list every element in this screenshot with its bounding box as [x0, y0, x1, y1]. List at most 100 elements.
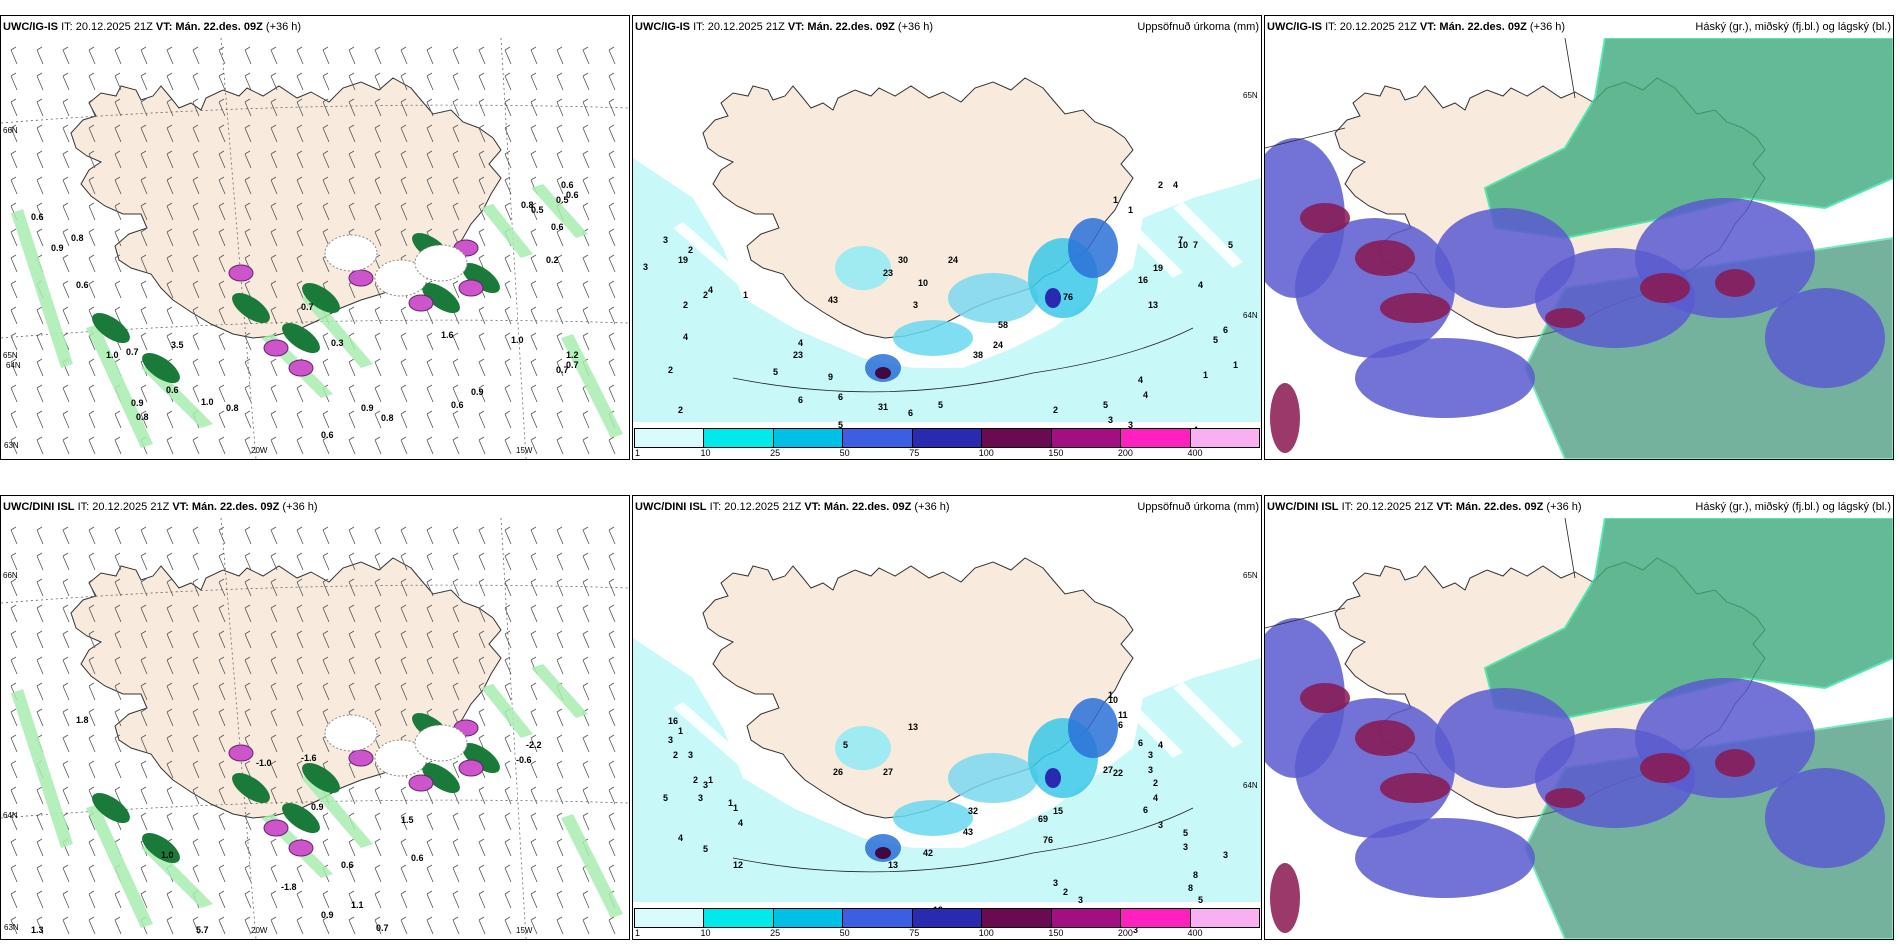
precip-gap — [673, 222, 763, 298]
wind-barb — [504, 734, 512, 753]
valid-time: VT: Mán. 22.des. 09Z — [1436, 501, 1544, 513]
value-label: 0.9 — [471, 387, 484, 397]
precip-core — [462, 262, 500, 294]
wind-barb — [608, 656, 616, 675]
coord-label: 20W — [251, 926, 268, 935]
valid-time: VT: Mán. 22.des. 09Z — [787, 21, 895, 33]
wind-barb — [166, 306, 174, 325]
wind-barb — [270, 124, 278, 143]
precip-core — [282, 802, 320, 834]
wind-barb — [10, 332, 18, 351]
wind-barb — [452, 384, 460, 403]
wind-barb — [452, 46, 460, 65]
wind-barb — [270, 98, 278, 117]
colorbar-tick-label: 25 — [770, 448, 781, 458]
value-labels: 3192324214224239566565243233024103385824… — [643, 180, 1238, 440]
wind-barb — [608, 630, 616, 649]
wind-barb — [218, 124, 226, 143]
value-label: 1.0 — [106, 350, 119, 360]
panel-top-right-clouds: UWC/IG-IS IT: 20.12.2025 21Z VT: Mán. 22… — [1264, 15, 1894, 460]
lead-time: (+36 h) — [897, 21, 934, 33]
precip-maxima — [732, 698, 1194, 873]
colorbar-tick-label: 200 — [1117, 448, 1133, 458]
wind-barb — [504, 46, 512, 65]
wind-barb — [10, 384, 18, 403]
precip-heavy — [228, 264, 254, 282]
wind-barb — [244, 46, 252, 65]
panel-title: Uppsöfnuð úrkoma (mm) — [1137, 21, 1259, 33]
wind-barb — [140, 384, 148, 403]
graticule-labels: 65N 64N — [1243, 91, 1258, 320]
wind-barb — [192, 98, 200, 117]
wind-barb — [426, 410, 434, 429]
wind-barb — [322, 46, 330, 65]
value-label: 0.9 — [131, 398, 144, 408]
wind-barb — [140, 124, 148, 143]
mid-cloud — [1355, 818, 1535, 898]
wind-barb — [88, 280, 96, 299]
wind-barb — [452, 864, 460, 883]
wind-barb — [88, 760, 96, 779]
wind-barb — [62, 46, 70, 65]
wind-barb — [62, 202, 70, 221]
wind-barb — [36, 384, 44, 403]
wind-barb — [296, 786, 304, 805]
wind-barb — [530, 812, 538, 831]
wind-barb — [374, 332, 382, 351]
wind-barb — [10, 838, 18, 857]
panel-bottom-mid-precip: UWC/DINI ISL IT: 20.12.2025 21Z VT: Mán.… — [632, 495, 1262, 940]
wind-barb — [270, 72, 278, 91]
wind-barb — [62, 890, 70, 909]
wind-barb — [530, 254, 538, 273]
wind-barb — [452, 630, 460, 649]
wind-barb — [582, 760, 590, 779]
wind-barb — [348, 838, 356, 857]
wind-barb — [166, 280, 174, 299]
precip-low — [633, 638, 1261, 902]
precip-band — [531, 184, 588, 238]
wind-barb — [426, 812, 434, 831]
wind-barb — [504, 436, 512, 455]
colorbar-tick-label: 400 — [1187, 928, 1203, 938]
precip-gap — [1103, 202, 1183, 278]
wind-barb — [88, 552, 96, 571]
wind-barb — [374, 786, 382, 805]
value-label: 3 — [643, 262, 648, 272]
wind-barb — [582, 682, 590, 701]
wind-barb — [582, 552, 590, 571]
wind-barb — [556, 124, 564, 143]
wind-barb — [374, 578, 382, 597]
value-label: 1 — [1233, 360, 1238, 370]
value-label: 2 — [1053, 405, 1058, 415]
wind-barb — [478, 604, 486, 623]
wind-barb — [270, 228, 278, 247]
wind-barb — [140, 46, 148, 65]
value-label: 24 — [948, 255, 958, 265]
wind-barb — [608, 578, 616, 597]
wind-barb — [400, 332, 408, 351]
wind-barb — [140, 578, 148, 597]
wind-barb — [62, 604, 70, 623]
wind-barb — [166, 682, 174, 701]
wind-barb — [400, 436, 408, 455]
value-label: 6 — [1223, 325, 1228, 335]
wind-barb — [478, 202, 486, 221]
wind-barb — [478, 682, 486, 701]
wind-barb — [114, 734, 122, 753]
value-label: 2 — [1153, 778, 1158, 788]
wind-barb — [374, 604, 382, 623]
colorbar-tick-label: 75 — [909, 448, 920, 458]
wind-barb — [88, 916, 96, 935]
wind-barb — [530, 604, 538, 623]
wind-barb — [36, 358, 44, 377]
wind-barb — [62, 630, 70, 649]
colorbar-tick-label: 100 — [978, 928, 994, 938]
wind-barb — [244, 150, 252, 169]
wind-barb — [582, 46, 590, 65]
wind-barb — [322, 72, 330, 91]
wind-barb — [426, 916, 434, 935]
precip-core — [142, 832, 180, 864]
coord-label: 63N — [4, 923, 19, 932]
wind-barb — [62, 410, 70, 429]
colorbar-tick-label: 150 — [1048, 928, 1064, 938]
